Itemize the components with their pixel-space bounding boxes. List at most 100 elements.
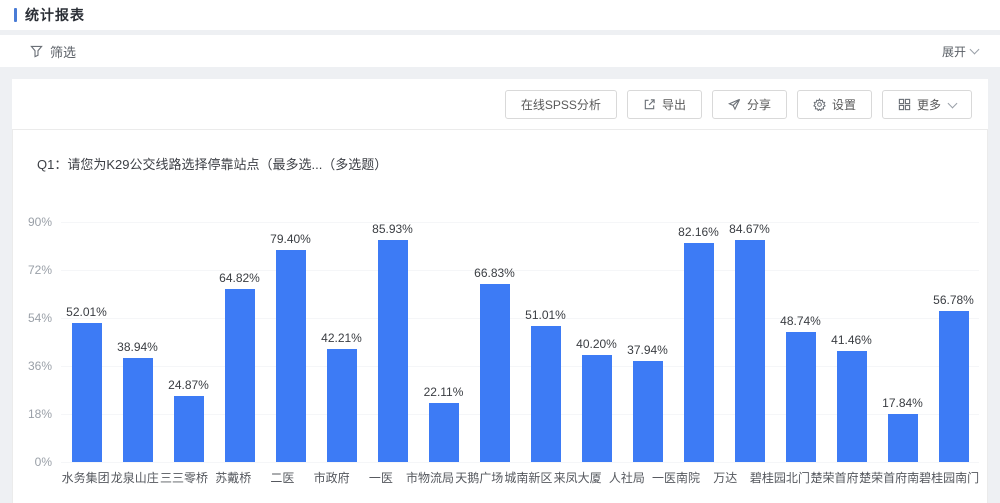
bar-value-label: 52.01% — [66, 305, 107, 320]
share-label: 分享 — [746, 98, 771, 112]
bar-value-label: 64.82% — [219, 271, 260, 286]
x-axis-label: 天鹅广场 — [455, 471, 504, 485]
export-button[interactable]: 导出 — [626, 90, 702, 119]
filter-bar: 筛选 展开 — [0, 35, 1000, 67]
page-header: 统计报表 — [0, 0, 1000, 30]
bar[interactable] — [377, 240, 408, 462]
bar-column: 22.11% — [418, 222, 469, 462]
bar-value-label: 42.21% — [321, 331, 362, 346]
y-tick-label: 72% — [27, 263, 52, 277]
x-axis-label: 一医 — [368, 471, 393, 485]
bar-column: 84.67% — [724, 222, 775, 462]
bar[interactable] — [530, 325, 561, 462]
bar-columns: 52.01% 38.94% 24.87% 64.82% 79.40% 42.21% 85.9… — [61, 222, 979, 462]
paper-plane-icon — [727, 98, 741, 111]
bar[interactable] — [785, 332, 816, 462]
bar-value-label: 40.20% — [576, 336, 617, 351]
bar-value-label: 37.94% — [627, 342, 668, 357]
bar-column: 82.16% — [673, 222, 724, 462]
bar-column: 38.94% — [112, 222, 163, 462]
x-axis-label: 三三零桥 — [160, 471, 209, 485]
bar[interactable] — [683, 242, 714, 462]
bar[interactable] — [224, 289, 255, 462]
x-axis-label: 万达 — [713, 471, 738, 485]
y-axis: 90% 72% 54% 36% 18% 0% — [13, 215, 61, 469]
bar-column: 64.82% — [214, 222, 265, 462]
bar-value-label: 66.83% — [474, 265, 515, 280]
y-tick-label: 18% — [27, 407, 52, 421]
bar-value-label: 56.78% — [933, 292, 974, 307]
bar-column: 56.78% — [928, 222, 979, 462]
filter-label: 筛选 — [50, 44, 77, 60]
gridline — [61, 366, 979, 367]
share-button[interactable]: 分享 — [711, 90, 787, 119]
bar-column: 42.21% — [316, 222, 367, 462]
gridline — [61, 270, 979, 271]
bar[interactable] — [428, 403, 459, 462]
bar[interactable] — [887, 414, 918, 462]
x-axis-label: 碧桂园北门 — [749, 471, 810, 485]
x-axis-label: 市政府 — [313, 471, 350, 485]
y-tick-label: 36% — [27, 359, 52, 373]
gridline — [61, 318, 979, 319]
x-axis-label: 城南新区 — [504, 471, 553, 485]
settings-button[interactable]: 设置 — [796, 90, 872, 119]
gridline — [61, 462, 979, 463]
chevron-down-icon — [947, 98, 958, 109]
bar-column: 79.40% — [265, 222, 316, 462]
bar-value-label: 24.87% — [168, 377, 209, 392]
x-axis-label: 碧桂园南门 — [919, 471, 980, 485]
x-axis-label: 苏戴桥 — [215, 471, 252, 485]
more-label: 更多 — [916, 98, 941, 112]
expand-button[interactable]: 展开 — [942, 43, 980, 60]
bar-value-label: 38.94% — [117, 340, 158, 355]
export-label: 导出 — [661, 98, 686, 112]
chart-card: Q1：请您为K29公交线路选择停靠站点（最多选...（多选题） 90% 72% 54… — [12, 129, 988, 503]
bar-column: 48.74% — [775, 222, 826, 462]
bar[interactable] — [581, 354, 612, 462]
export-icon — [643, 98, 656, 111]
gridline — [61, 414, 979, 415]
y-tick-label: 90% — [27, 215, 52, 229]
question-title: Q1：请您为K29公交线路选择停靠站点（最多选...（多选题） — [37, 157, 388, 172]
gridline — [61, 222, 979, 223]
x-axis-label: 龙泉山庄 — [110, 471, 159, 485]
bar-value-label: 84.67% — [729, 222, 770, 236]
bar-column: 24.87% — [163, 222, 214, 462]
bar[interactable] — [326, 349, 357, 462]
bar-column: 41.46% — [826, 222, 877, 462]
x-axis-labels: 水务集团 龙泉山庄 三三零桥 苏戴桥 二医 市政府 一医 市物流局 天鹅广场 城南新区 来凤大厦 人社… — [61, 469, 980, 486]
bar-value-label: 22.11% — [423, 385, 464, 400]
bar[interactable] — [938, 310, 969, 462]
plot-area: 52.01% 38.94% 24.87% 64.82% 79.40% 42.21% 85.9… — [61, 222, 979, 463]
bar[interactable] — [122, 358, 153, 462]
bar-value-label: 79.40% — [270, 232, 311, 247]
bar[interactable] — [479, 283, 510, 462]
settings-label: 设置 — [831, 98, 856, 112]
bar-value-label: 51.01% — [525, 307, 566, 322]
spss-analysis-label: 在线SPSS分析 — [520, 98, 601, 112]
bar-column: 37.94% — [622, 222, 673, 462]
grid-icon — [898, 98, 911, 111]
y-tick-label: 54% — [27, 311, 52, 325]
chevron-down-icon — [969, 44, 980, 55]
gear-icon — [813, 98, 826, 111]
bar[interactable] — [275, 250, 306, 462]
bar-value-label: 48.74% — [780, 314, 821, 329]
bar-value-label: 82.16% — [678, 224, 719, 239]
bar-value-label: 85.93% — [372, 222, 413, 236]
bar[interactable] — [71, 323, 102, 462]
bar[interactable] — [734, 240, 765, 462]
filter-button[interactable]: 筛选 — [30, 42, 76, 61]
bar-column: 66.83% — [469, 222, 520, 462]
x-axis-label: 楚荣首府 — [810, 471, 859, 485]
spss-analysis-button[interactable]: 在线SPSS分析 — [504, 90, 617, 119]
more-button[interactable]: 更多 — [881, 90, 972, 119]
bar[interactable] — [836, 351, 867, 462]
bar[interactable] — [173, 395, 204, 462]
bar-column: 52.01% — [61, 222, 112, 462]
bar[interactable] — [632, 360, 663, 462]
x-axis-label: 来凤大厦 — [553, 471, 602, 485]
x-axis-label: 楚荣首府南 — [859, 471, 920, 485]
y-tick-label: 0% — [34, 455, 52, 469]
